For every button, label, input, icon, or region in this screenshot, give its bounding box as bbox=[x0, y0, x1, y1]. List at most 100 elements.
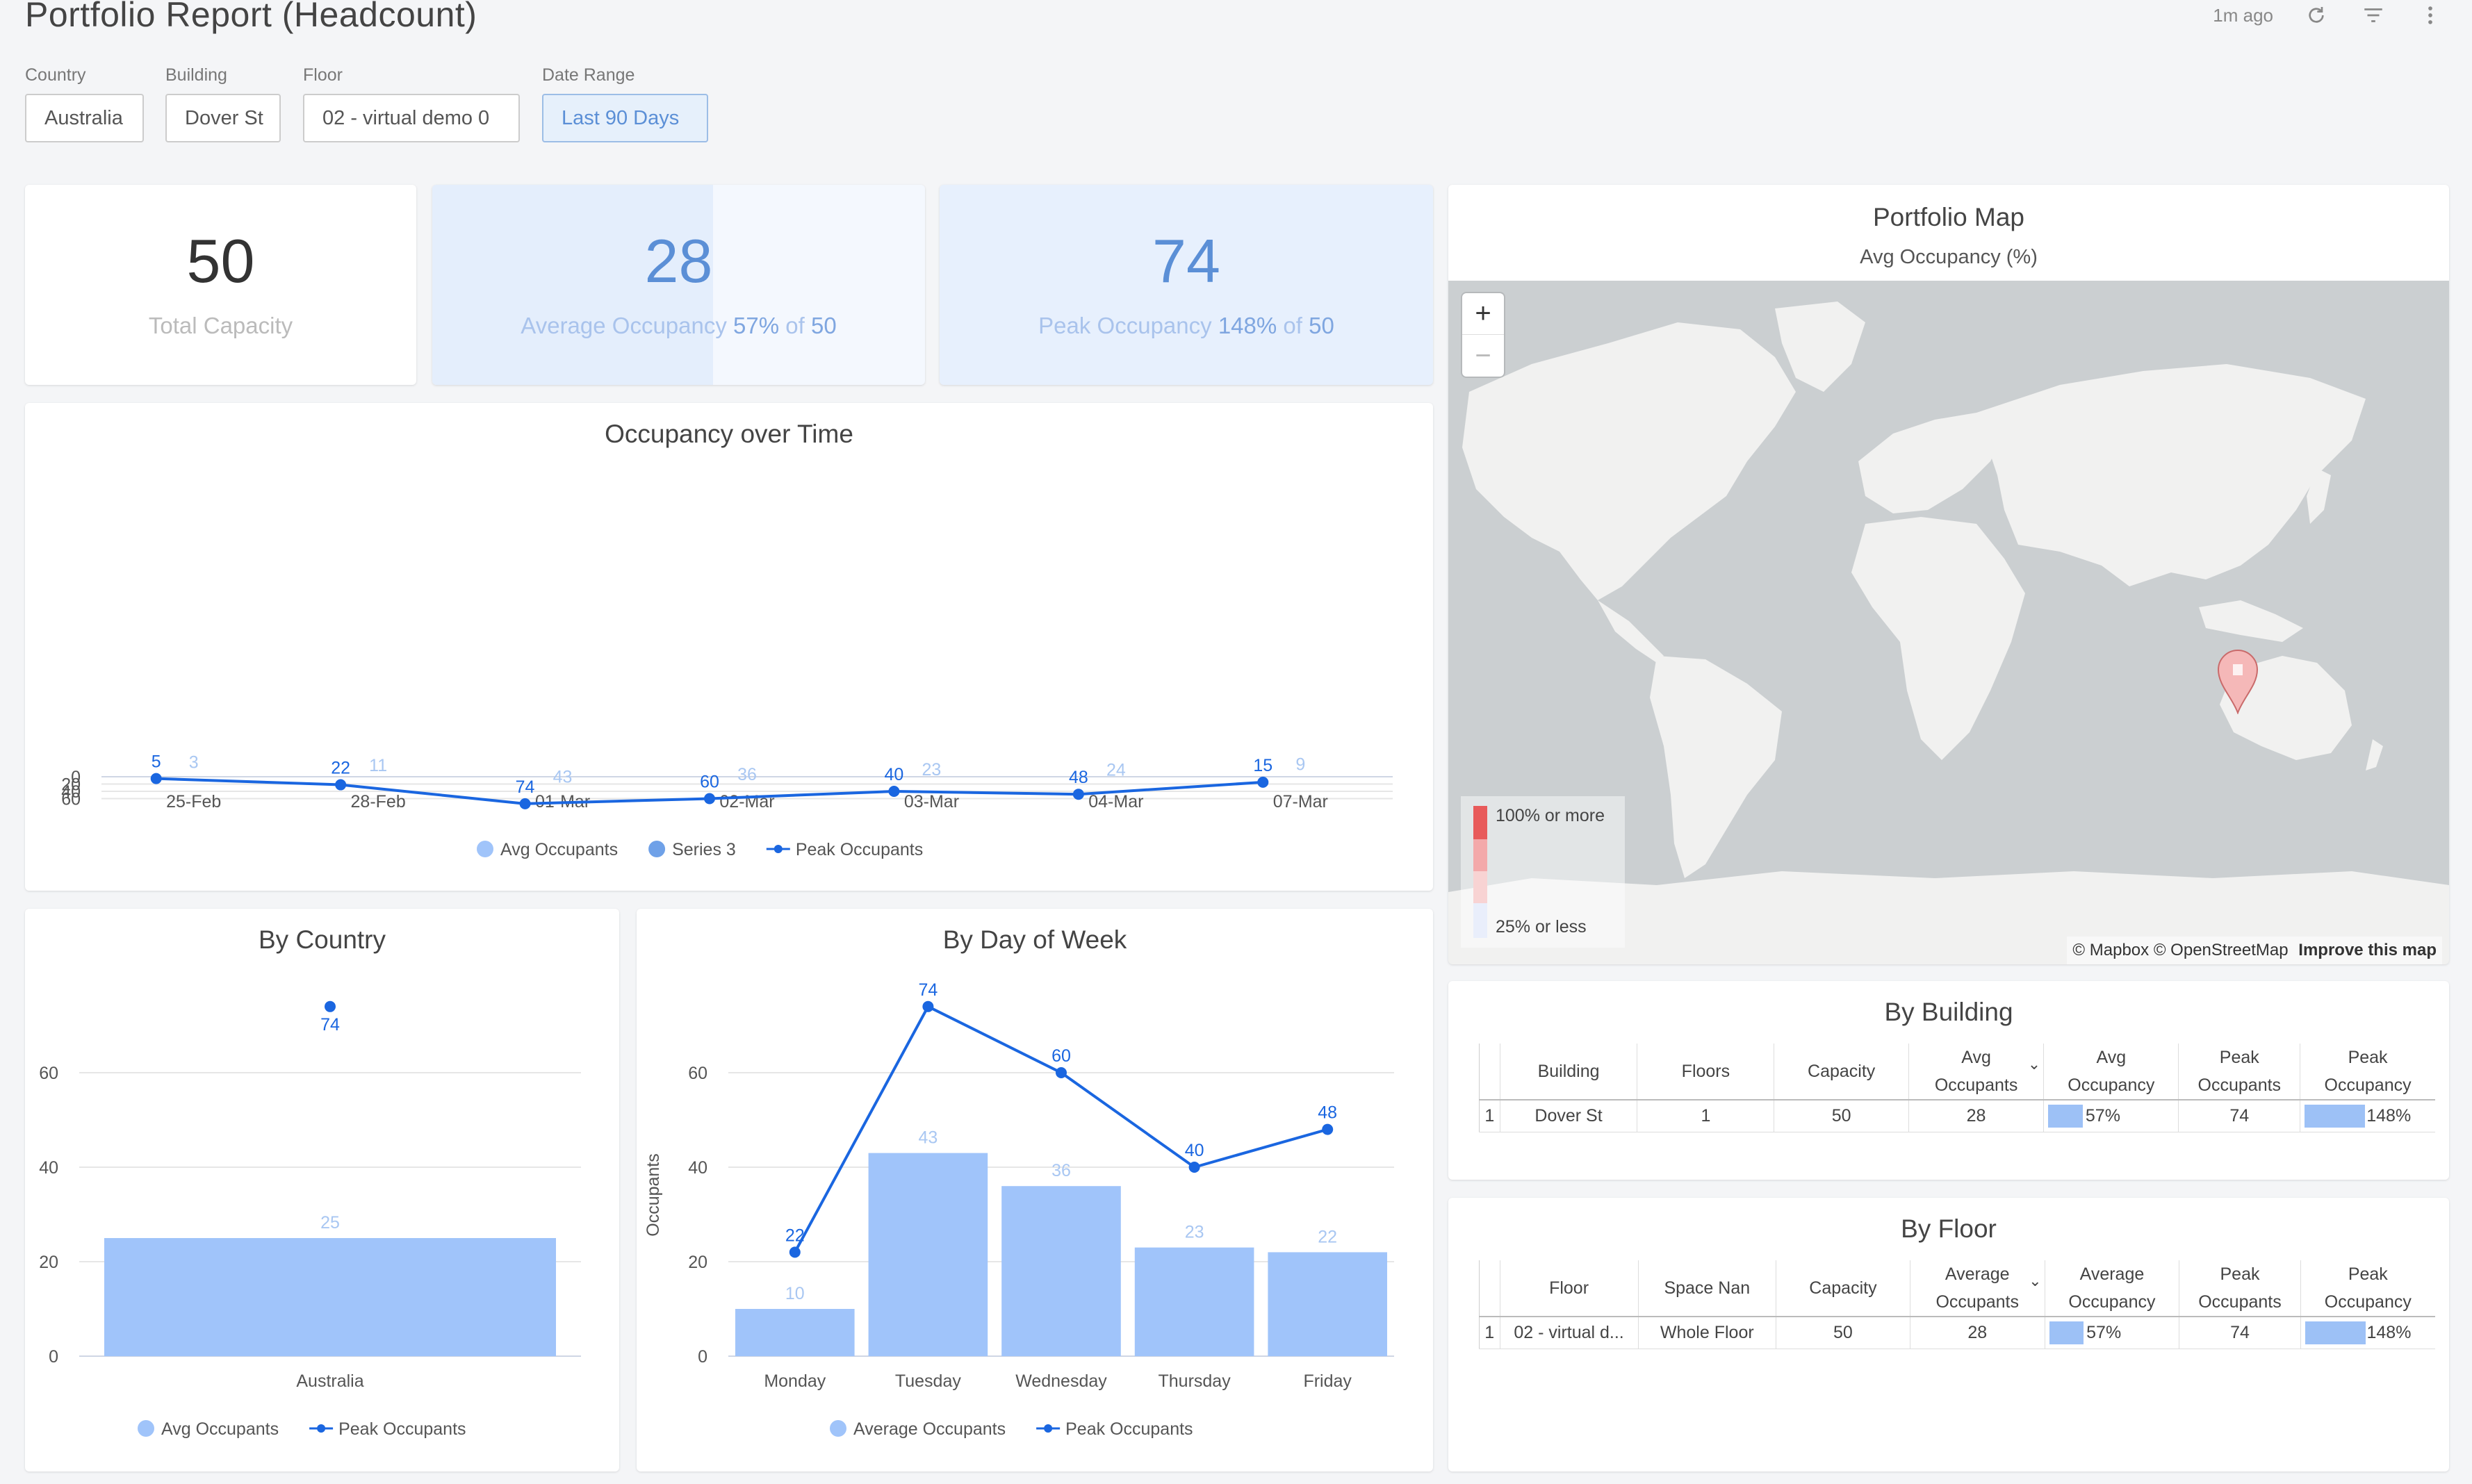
table-cell: 57% bbox=[2043, 1100, 2179, 1132]
table-cell: Whole Floor bbox=[1637, 1317, 1776, 1349]
table-cell: 148% bbox=[2300, 1317, 2435, 1349]
table-cell: 50 bbox=[1774, 1100, 1909, 1132]
portfolio-map-card: Portfolio Map Avg Occupancy (%) bbox=[1448, 185, 2449, 964]
column-header[interactable]: Average Occupancy bbox=[2044, 1260, 2179, 1317]
legend-label: Peak Occupants bbox=[796, 840, 923, 859]
occupancy-value: 148% bbox=[2366, 1105, 2412, 1126]
kpi-average-pct: 57% bbox=[733, 313, 780, 338]
column-header-label: Peak bbox=[2348, 1264, 2388, 1284]
kpi-average-occupancy: 28 Average Occupancy 57% of 50 bbox=[432, 185, 925, 385]
column-header[interactable]: Space Nan bbox=[1637, 1260, 1776, 1317]
peak-value-label: 40 bbox=[885, 765, 904, 784]
filter-country: Country Australia bbox=[25, 65, 144, 142]
x-tick-label: Friday bbox=[1303, 1371, 1352, 1391]
kpi-peak-of: of bbox=[1283, 313, 1302, 338]
column-header[interactable]: Average Occupants ⌄ bbox=[1909, 1260, 2045, 1317]
table-cell: 28 bbox=[1908, 1100, 2044, 1132]
sort-chevron-icon[interactable]: ⌄ bbox=[2027, 1055, 2041, 1073]
sort-chevron-icon[interactable]: ⌄ bbox=[2029, 1272, 2042, 1289]
filter-date-range-select[interactable]: Last 90 Days bbox=[542, 94, 708, 142]
column-header[interactable]: Avg Occupants ⌄ bbox=[1908, 1044, 2044, 1100]
improve-map-link[interactable]: Improve this map bbox=[2298, 941, 2437, 959]
kpi-average-of: of bbox=[785, 313, 805, 338]
peak-point bbox=[519, 798, 531, 809]
column-header[interactable]: Floors bbox=[1637, 1044, 1774, 1100]
by-day-of-week-card: By Day of Week 0 20 40 60 Occupants 10 43 36 23 2… bbox=[637, 909, 1433, 1471]
peak-point bbox=[1188, 1162, 1200, 1173]
kpi-peak-value: 74 bbox=[1152, 226, 1220, 295]
peak-value-label: 74 bbox=[320, 1015, 340, 1034]
country-chart-title: By Country bbox=[258, 925, 386, 954]
column-header-label: Occupancy bbox=[2324, 1075, 2412, 1095]
dow-chart-title: By Day of Week bbox=[942, 925, 1127, 954]
bar-value-label: 3 bbox=[189, 753, 199, 773]
map-attribution: © Mapbox © OpenStreetMap Improve this ma… bbox=[2067, 937, 2442, 964]
occupancy-value: 57% bbox=[2086, 1322, 2122, 1342]
bar bbox=[1001, 1186, 1121, 1356]
peak-point bbox=[789, 1246, 801, 1258]
column-header[interactable]: Floor bbox=[1499, 1260, 1639, 1317]
peak-value-label: 74 bbox=[516, 777, 535, 797]
table-cell: 50 bbox=[1775, 1317, 1910, 1349]
peak-value-label: 22 bbox=[331, 759, 350, 778]
x-tick-label: Monday bbox=[764, 1371, 826, 1391]
legend-label: Average Occupants bbox=[853, 1419, 1006, 1439]
column-header-label: Peak bbox=[2219, 1048, 2259, 1067]
kpi-total-capacity: 50 Total Capacity bbox=[25, 185, 416, 385]
column-header[interactable]: Avg Occupancy bbox=[2043, 1044, 2179, 1100]
country-chart: 0 20 40 60 25 Australia 74 Avg Occupants Peak Oc… bbox=[39, 1000, 581, 1439]
occupancy-bar bbox=[2305, 1105, 2366, 1128]
bar-value-label: 23 bbox=[922, 760, 942, 780]
column-header[interactable]: Capacity bbox=[1775, 1260, 1910, 1317]
filter-floor-select[interactable]: 02 - virtual demo 0 bbox=[303, 94, 520, 142]
column-header[interactable]: Peak Occupants bbox=[2178, 1044, 2300, 1100]
column-header-label: Average bbox=[2079, 1264, 2145, 1284]
map-marker-pin-icon[interactable] bbox=[2217, 649, 2259, 718]
row-index-header bbox=[1479, 1260, 1500, 1317]
filter-building-select[interactable]: Dover St bbox=[165, 94, 281, 142]
by-building-card: By Building Building Floors Capacity Avg Occ… bbox=[1448, 981, 2449, 1180]
table-row[interactable]: 1 Dover St 1 50 28 57% 74 148% bbox=[1479, 1100, 2435, 1132]
column-header[interactable]: Peak Occupants bbox=[2179, 1260, 2301, 1317]
filter-icon[interactable] bbox=[2359, 1, 2387, 29]
kpi-average-fill bbox=[432, 185, 714, 385]
column-header[interactable]: Peak Occupancy bbox=[2300, 1044, 2435, 1100]
kpi-average-value: 28 bbox=[644, 226, 713, 295]
kpi-peak-pct: 148% bbox=[1218, 313, 1277, 338]
table-header-row: Building Floors Capacity Avg Occupants ⌄ Avg Oc… bbox=[1479, 1044, 2435, 1100]
map-legend-scale bbox=[1473, 806, 1487, 938]
column-header-label: Capacity bbox=[1808, 1062, 1876, 1081]
peak-value-label: 48 bbox=[1069, 768, 1088, 787]
column-header-label: Occupants bbox=[1934, 1075, 2018, 1095]
zoom-out-button[interactable]: − bbox=[1475, 340, 1491, 371]
column-header[interactable]: Capacity bbox=[1774, 1044, 1909, 1100]
data-table: Building Floors Capacity Avg Occupants ⌄ Avg Oc… bbox=[1479, 1044, 2435, 1132]
column-header[interactable]: Building bbox=[1499, 1044, 1637, 1100]
map-subtitle: Avg Occupancy (%) bbox=[1860, 246, 2038, 268]
legend-swatch bbox=[138, 1420, 154, 1437]
row-index: 1 bbox=[1479, 1317, 1500, 1349]
y-tick-label: 60 bbox=[688, 1064, 707, 1083]
kpi-peak-occupancy: 74 Peak Occupancy 148% of 50 bbox=[940, 185, 1433, 385]
peak-point bbox=[1056, 1067, 1067, 1078]
table-row[interactable]: 1 02 - virtual d... Whole Floor 50 28 57% 74 14… bbox=[1479, 1317, 2435, 1349]
kpi-average-label: Average Occupancy bbox=[521, 313, 727, 338]
zoom-in-button[interactable]: + bbox=[1462, 293, 1504, 335]
y-tick-label: 40 bbox=[39, 1158, 58, 1178]
x-tick-label: 04-Mar bbox=[1088, 792, 1143, 811]
header-actions: 1m ago bbox=[2213, 1, 2444, 29]
floor-table: Floor Space Nan Capacity Average Occupants ⌄ A… bbox=[1479, 1260, 2435, 1349]
column-header[interactable]: Peak Occupancy bbox=[2300, 1260, 2435, 1317]
map-area[interactable]: + − 100% or more 25% or less © Mapbox © … bbox=[1448, 281, 2449, 964]
map-title: Portfolio Map bbox=[1873, 203, 2024, 231]
occupancy-bar bbox=[2305, 1321, 2366, 1344]
y-axis-label: Occupants bbox=[644, 1153, 663, 1237]
peak-point bbox=[1072, 789, 1084, 800]
more-vert-icon[interactable] bbox=[2416, 1, 2444, 29]
filter-country-select[interactable]: Australia bbox=[25, 94, 144, 142]
refresh-icon[interactable] bbox=[2302, 1, 2330, 29]
peak-value-label: 5 bbox=[152, 752, 161, 772]
peak-point bbox=[704, 793, 715, 805]
bar bbox=[1134, 1247, 1254, 1356]
